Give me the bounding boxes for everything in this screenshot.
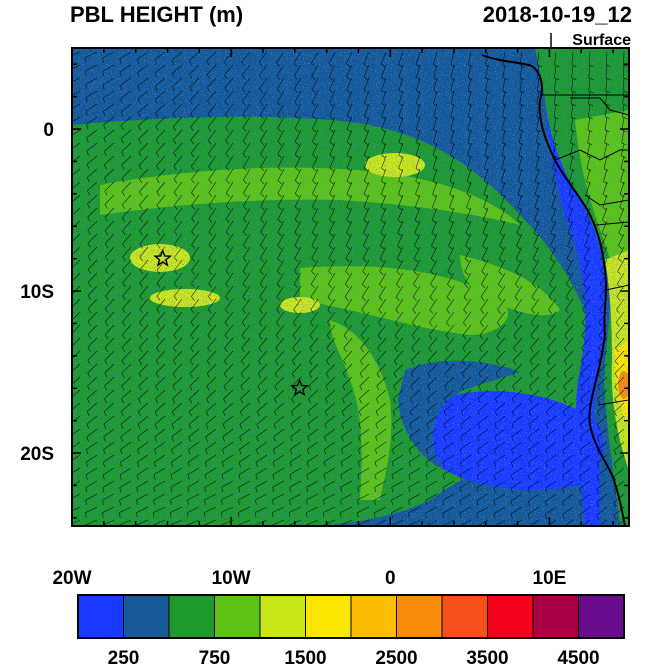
colorbar-labels: 250 750 1500 2500 3500 4500 xyxy=(108,648,600,667)
country-borders xyxy=(540,94,629,406)
wind-barb-field xyxy=(72,51,629,526)
lat-label: 20S xyxy=(20,444,54,465)
colorbar-label: 750 xyxy=(199,648,231,667)
colorbar-swatch xyxy=(441,594,488,639)
colorbar-swatch xyxy=(123,594,170,639)
star-marker-1 xyxy=(153,248,173,267)
colorbar-label: 2500 xyxy=(375,648,417,667)
colorbar-swatch xyxy=(305,594,352,639)
colorbar-swatch xyxy=(350,594,397,639)
lon-label: 10W xyxy=(212,568,251,589)
colorbar-frame xyxy=(77,594,625,639)
marker-layer xyxy=(153,248,310,397)
colorbar-label: 1500 xyxy=(284,648,326,667)
map-title: PBL HEIGHT (m) xyxy=(70,2,243,27)
map-datetime: 2018-10-19_12 xyxy=(483,2,632,27)
lon-label: 0 xyxy=(385,568,396,589)
colorbar-swatch xyxy=(396,594,443,639)
axis-labels: 20W 10W 0 10E 0 10S 20S xyxy=(20,120,566,589)
lat-label: 10S xyxy=(20,282,54,303)
lon-label: 20W xyxy=(52,568,91,589)
level-label: Surface xyxy=(572,32,631,49)
colorbar-swatch xyxy=(168,594,215,639)
colorbar-label: 250 xyxy=(108,648,140,667)
lat-label: 0 xyxy=(43,120,54,141)
colorbar-swatch xyxy=(532,594,579,639)
wind-barbs xyxy=(72,51,629,526)
lon-label: 10E xyxy=(533,568,567,589)
colorbar-swatch xyxy=(578,594,625,639)
colorbar xyxy=(77,594,625,639)
colorbar-swatch xyxy=(214,594,261,639)
colorbar-swatch xyxy=(487,594,534,639)
noise-texture xyxy=(72,48,629,526)
star-marker-2 xyxy=(290,378,310,397)
colorbar-label: 3500 xyxy=(466,648,508,667)
map-frame xyxy=(71,47,630,527)
map-field xyxy=(72,48,629,526)
axis-ticks xyxy=(71,48,629,526)
colorbar-swatch xyxy=(77,594,124,639)
colorbar-label: 4500 xyxy=(557,648,599,667)
colorbar-swatch xyxy=(259,594,306,639)
coastline xyxy=(481,54,626,526)
